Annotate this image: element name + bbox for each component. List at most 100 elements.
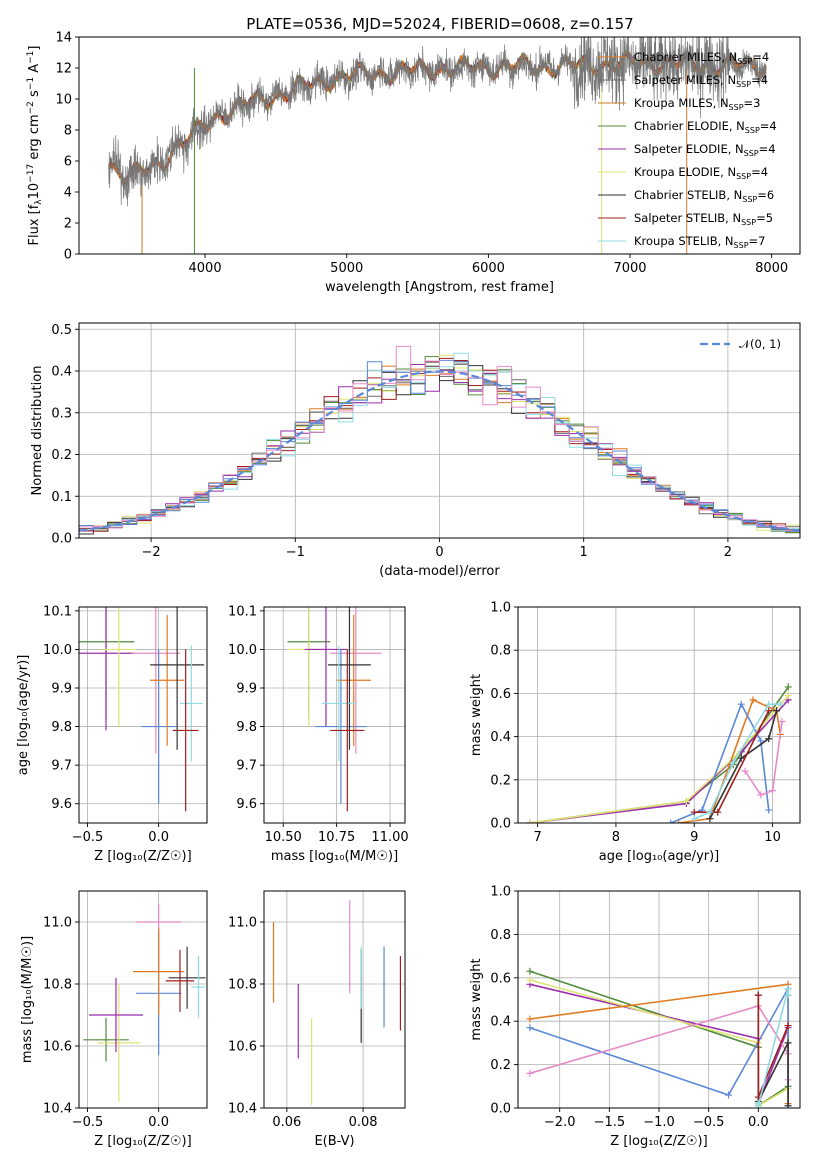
residual-histogram xyxy=(79,345,800,532)
legend-entry: Salpeter STELIB, NSSP=5 xyxy=(634,211,773,227)
mass-weight-point xyxy=(749,696,757,704)
legend-sub: SSP xyxy=(745,126,760,135)
spectrum-panel: 4000 5000 6000 7000 8000 0 2 4 6 8 10 12 14 wavelengt… xyxy=(26,31,801,295)
mass-weight-point xyxy=(757,737,765,745)
x-tick-label: 0.06 xyxy=(272,1115,301,1130)
y-tick-label: 10.1 xyxy=(43,604,72,619)
mass-weight-point xyxy=(757,791,765,799)
y-axis-label-part: ] xyxy=(27,46,42,51)
y-axis-label: Flux [fλ10−17 erg cm−2 s−1 A−1] xyxy=(26,46,44,246)
mass-weight-point xyxy=(776,700,784,708)
y-tick-label: 0.1 xyxy=(51,490,72,505)
x-tick-label: 8 xyxy=(612,830,620,845)
legend-label: Chabrier MILES, N xyxy=(634,50,737,64)
legend-value: =4 xyxy=(760,119,777,133)
y-tick-label: 0.2 xyxy=(490,1058,511,1073)
x-tick-label: 0.0 xyxy=(148,1115,169,1130)
y-axis-label-part: −2 xyxy=(26,101,36,114)
mass-weight-point xyxy=(675,819,683,823)
mass-weight-point xyxy=(754,1102,762,1108)
y-tick-label: 0.4 xyxy=(490,730,511,745)
y-tick-label: 0.0 xyxy=(51,532,72,547)
y-axis-label-part: erg cm xyxy=(27,114,42,163)
legend-value: =7 xyxy=(749,234,766,248)
y-tick-label: 11.0 xyxy=(228,916,257,931)
x-tick-label: 10 xyxy=(764,830,781,845)
y-tick-label: 9.7 xyxy=(236,759,257,774)
legend-label: Kroupa ELODIE, N xyxy=(634,165,736,179)
y-axis-label-part: 10 xyxy=(27,183,42,200)
y-tick-label: 0.4 xyxy=(490,1015,511,1030)
x-tick-label: 0.0 xyxy=(148,830,169,845)
legend-entry: Chabrier MILES, NSSP=4 xyxy=(634,50,769,66)
y-tick-label: 10.8 xyxy=(43,978,72,993)
x-tick-label: −0.5 xyxy=(693,1115,725,1130)
mass-weight-point xyxy=(773,707,780,715)
mass-weight-point xyxy=(714,808,722,816)
x-tick-label: 6000 xyxy=(472,261,505,276)
y-tick-label: 10.0 xyxy=(228,643,257,658)
x-axis-label: Z [log₁₀(Z/Z☉)] xyxy=(610,1134,707,1149)
x-tick-label: −0.5 xyxy=(72,1115,104,1130)
x-tick-label: −2.0 xyxy=(544,1115,576,1130)
y-tick-label: 9.6 xyxy=(236,797,257,812)
plot-area xyxy=(108,37,767,254)
legend-label: Kroupa STELIB, N xyxy=(634,234,734,248)
residuals-panel: −2 −1 0 1 2 0.0 0.1 0.2 0.3 0.4 0.5 (data-model)/er… xyxy=(30,322,801,579)
y-tick-label: 10.8 xyxy=(228,978,257,993)
y-tick-label: 0.3 xyxy=(51,406,72,421)
axes-frame xyxy=(263,890,406,1109)
mass-weight-point xyxy=(706,815,714,823)
y-axis-label-part: −1 xyxy=(26,77,36,90)
legend-entry: Salpeter MILES, NSSP=4 xyxy=(634,73,768,89)
axes-frame xyxy=(517,606,801,824)
x-tick-label: −1.5 xyxy=(594,1115,626,1130)
mass-vs-metallicity-panel: −0.5 0.0 10.4 10.6 10.8 11.0 Z [log₁₀(Z/Z☉)] ma… xyxy=(20,890,208,1149)
plot-area xyxy=(83,903,206,1102)
y-axis-label-part: λ xyxy=(34,199,44,205)
observed-spectrum-line xyxy=(108,37,767,207)
y-tick-label: 0.0 xyxy=(490,1102,511,1117)
y-axis-label: mass [log₁₀(M/M☉)] xyxy=(20,936,35,1063)
x-tick-label: 2 xyxy=(724,545,732,560)
x-tick-label: −2 xyxy=(142,545,161,560)
x-axis-label: wavelength [Angstrom, rest frame] xyxy=(325,280,554,295)
y-tick-label: 8 xyxy=(64,124,72,139)
mass-weight-point xyxy=(682,797,690,805)
y-tick-label: 14 xyxy=(55,31,72,46)
y-tick-label: 9.8 xyxy=(236,720,257,735)
y-tick-label: 6 xyxy=(64,155,72,170)
x-tick-label: 11.00 xyxy=(371,830,408,845)
legend-sub: SSP xyxy=(736,172,751,181)
mass-weight-point xyxy=(526,1015,534,1023)
mass-weight-point xyxy=(765,707,773,715)
y-axis-label-part: A xyxy=(27,64,42,77)
legend-sub: SSP xyxy=(744,149,759,158)
y-tick-label: 10.1 xyxy=(228,604,257,619)
y-tick-label: 0.2 xyxy=(490,773,511,788)
y-tick-label: 2 xyxy=(64,217,72,232)
y-tick-label: 10.4 xyxy=(43,1102,72,1117)
x-tick-label: 1 xyxy=(580,545,588,560)
x-tick-label: 7 xyxy=(533,830,541,845)
y-axis-label: mass weight xyxy=(469,674,484,756)
mass-weight-point xyxy=(737,754,745,762)
x-tick-label: 0 xyxy=(435,545,443,560)
y-tick-label: 0.8 xyxy=(490,644,511,659)
legend-entry: Kroupa MILES, NSSP=3 xyxy=(634,96,760,112)
mass-weight-vs-age-panel: 7 8 9 10 0.0 0.2 0.4 0.6 0.8 1.0 age [log₁₀(age/yr… xyxy=(469,601,801,864)
y-tick-label: 1.0 xyxy=(490,601,511,616)
x-axis-label: (data-model)/error xyxy=(379,564,500,579)
y-tick-label: 0.5 xyxy=(51,323,72,338)
y-tick-label: 11.0 xyxy=(43,916,72,931)
x-tick-label: 4000 xyxy=(189,261,222,276)
mass-weight-point xyxy=(690,808,698,816)
y-tick-label: 9.7 xyxy=(51,759,72,774)
age-vs-metallicity-panel: −0.5 0.0 9.6 9.7 9.8 9.9 10.0 10.1 Z [log₁₀(Z/Z☉… xyxy=(16,604,208,864)
x-tick-label: −1 xyxy=(286,545,305,560)
legend-value: =4 xyxy=(759,142,776,156)
mass-weight-point xyxy=(784,1039,792,1047)
mass-vs-reddening-panel: 0.06 0.08 10.4 10.6 10.8 11.0 E(B-V) xyxy=(228,890,406,1149)
mass-weight-series xyxy=(709,710,778,820)
